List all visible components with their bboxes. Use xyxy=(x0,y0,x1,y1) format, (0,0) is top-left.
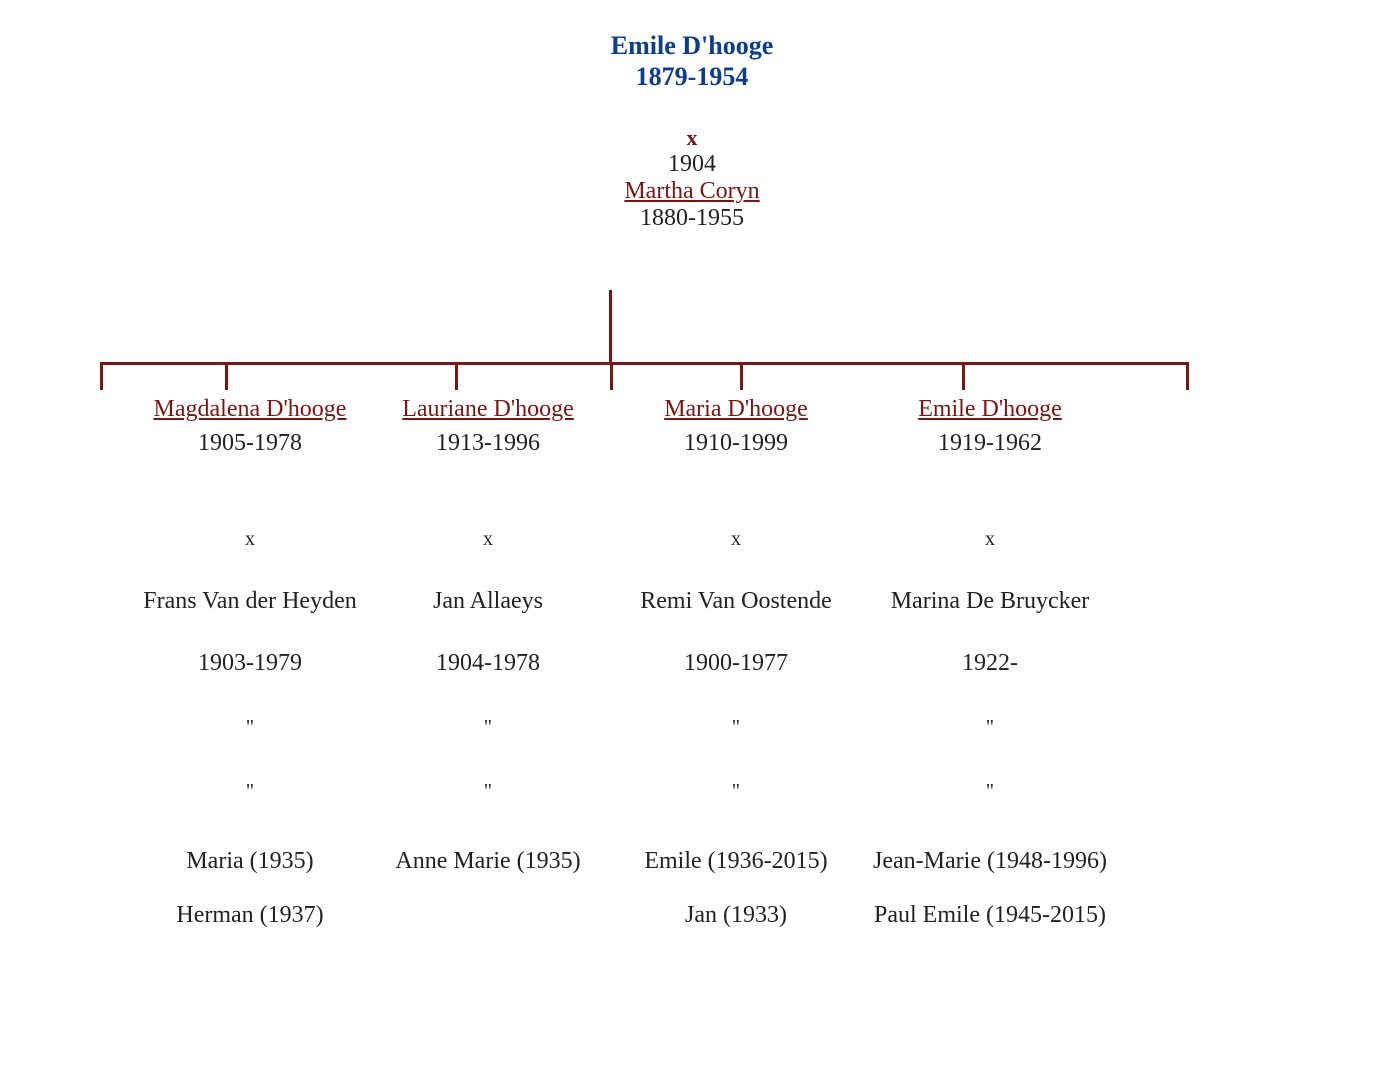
child-name[interactable]: Lauriane D'hooge xyxy=(348,396,628,423)
child-spouse-years: 1904-1978 xyxy=(348,650,628,677)
child-marriage-symbol: x xyxy=(348,528,628,551)
root-years: 1879-1954 xyxy=(0,61,1384,92)
horizontal-bar xyxy=(100,362,1189,365)
child-spouse-name: Marina De Bruycker xyxy=(850,588,1130,615)
tick xyxy=(225,362,228,390)
descendant-marker: " xyxy=(348,716,628,739)
child-name[interactable]: Emile D'hooge xyxy=(850,396,1130,423)
child-years: 1913-1996 xyxy=(348,430,628,457)
marriage-symbol: x xyxy=(0,125,1384,151)
grandchild: Anne Marie (1935) xyxy=(348,848,628,875)
vertical-stem xyxy=(609,290,612,362)
root-spouse-years: 1880-1955 xyxy=(0,205,1384,232)
child-years: 1910-1999 xyxy=(596,430,876,457)
root-person: Emile D'hooge 1879-1954 xyxy=(0,30,1384,92)
tick xyxy=(740,362,743,390)
grandchild: Jean-Marie (1948-1996) xyxy=(850,848,1130,875)
descendant-marker: " xyxy=(596,716,876,739)
marriage-year: 1904 xyxy=(0,151,1384,178)
descendant-marker: " xyxy=(850,780,1130,803)
child-spouse-years: 1900-1977 xyxy=(596,650,876,677)
child-spouse-years: 1922- xyxy=(850,650,1130,677)
descendant-marker: " xyxy=(596,780,876,803)
child-name[interactable]: Maria D'hooge xyxy=(596,396,876,423)
child-spouse-name: Remi Van Oostende xyxy=(596,588,876,615)
descendant-marker: " xyxy=(348,780,628,803)
tick xyxy=(1186,362,1189,390)
grandchild: Emile (1936-2015) xyxy=(596,848,876,875)
root-marriage: x 1904 Martha Coryn 1880-1955 xyxy=(0,125,1384,232)
child-marriage-symbol: x xyxy=(850,528,1130,551)
tick xyxy=(455,362,458,390)
grandchild: Jan (1933) xyxy=(596,902,876,929)
grandchild: Paul Emile (1945-2015) xyxy=(850,902,1130,929)
tick xyxy=(610,362,613,390)
root-spouse-name[interactable]: Martha Coryn xyxy=(0,178,1384,205)
child-spouse-name: Jan Allaeys xyxy=(348,588,628,615)
child-years: 1919-1962 xyxy=(850,430,1130,457)
tick xyxy=(962,362,965,390)
child-marriage-symbol: x xyxy=(596,528,876,551)
tick xyxy=(100,362,103,390)
descendant-marker: " xyxy=(850,716,1130,739)
grandchild: Herman (1937) xyxy=(110,902,390,929)
root-name: Emile D'hooge xyxy=(0,30,1384,61)
